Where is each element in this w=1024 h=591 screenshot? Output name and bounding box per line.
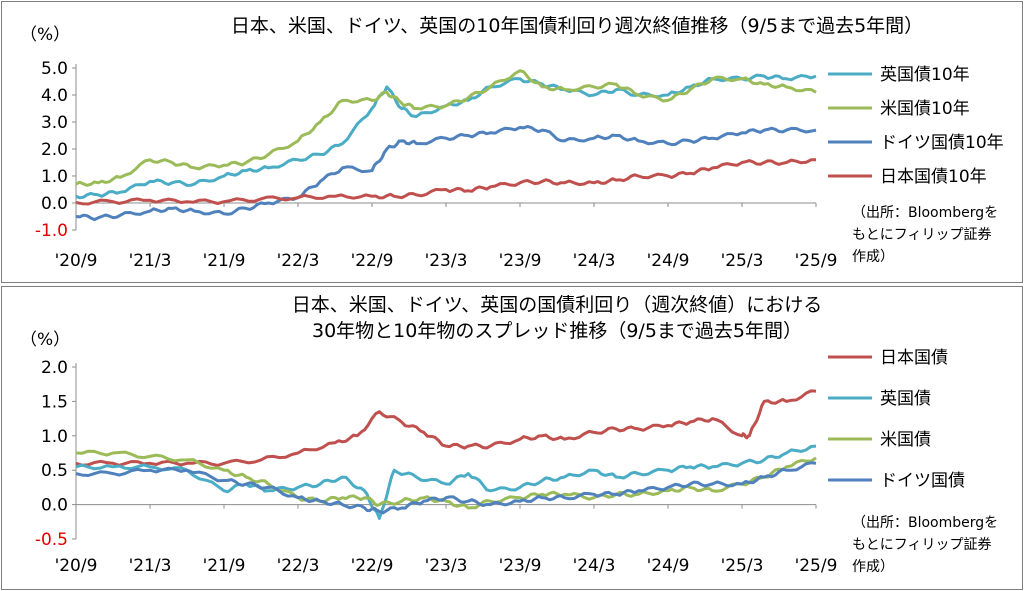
legend-label: 米国債10年 [880,99,970,119]
x-tick-label: '24/9 [647,251,690,271]
source-note-line-1: （出所：Bloombergを [852,515,998,531]
x-tick-label: '25/9 [795,251,838,271]
x-tick-label: '23/3 [425,556,468,576]
chart-10y-yields: 日本、米国、ドイツ、英国の10年国債利回り週次終値推移（9/5まで過去5年間） … [20,15,1004,271]
y-tick-label: 4.0 [41,86,68,106]
source-note-line-3: 作成） [852,559,894,575]
x-tick-label: '23/9 [499,556,542,576]
x-tick-label: '21/9 [203,556,246,576]
x-axis: '20/9 '21/3 '21/9 '22/3 '22/9 '23/3 '23/9 '24/3… [55,203,838,271]
chart-30y-10y-spread: 日本、米国、ドイツ、英国の国債利回り（週次終値）における 30年物と10年物のス… [20,294,998,576]
y-tick-label: 0.0 [41,194,68,214]
source-note-line-1: （出所：Bloombergを [852,205,998,221]
y-tick-label: -0.5 [35,530,68,550]
source-note-line-2: もとにフィリップ証券 [852,537,991,553]
x-tick-label: '22/9 [351,556,394,576]
legend-label: 英国債 [880,389,931,409]
legend-label: 日本国債10年 [880,167,987,187]
y-tick-label: 1.0 [41,167,68,187]
x-tick-label: '21/9 [203,251,246,271]
x-tick-label: '22/3 [277,251,320,271]
series-line [75,389,817,467]
x-tick-label: '24/9 [647,556,690,576]
y-axis: 5.0 4.0 3.0 2.0 1.0 0.0 -1.0 [35,59,76,241]
y-tick-label: 0.5 [41,461,68,481]
x-tick-label: '20/9 [55,251,98,271]
x-tick-label: '23/3 [425,251,468,271]
series-line [75,158,816,206]
chart-panel-10y-yields: 日本、米国、ドイツ、英国の10年国債利回り週次終値推移（9/5まで過去5年間） … [1,1,1023,283]
y-tick-label: 0.0 [41,496,68,516]
source-note-line-2: もとにフィリップ証券 [852,227,991,243]
y-tick-label: 1.0 [41,427,68,447]
source-note-line-3: 作成） [852,249,894,265]
y-tick-label: 2.0 [41,140,68,160]
plot-area [75,363,816,539]
y-axis-unit-label: （%） [20,330,70,350]
x-tick-label: '25/3 [721,556,764,576]
series-line [75,69,817,187]
chart-title-line-1: 日本、米国、ドイツ、英国の国債利回り（週次終値）における [292,294,822,316]
legend-label: 米国債 [880,430,931,450]
x-tick-label: '24/3 [573,556,616,576]
y-axis-unit-label: （%） [20,25,70,45]
legend-label: 日本国債 [880,348,948,368]
x-tick-label: '22/9 [351,251,394,271]
legend-label: ドイツ国債 [880,471,965,491]
series-group [75,389,817,520]
chart-panel-30y-10y-spread: 日本、米国、ドイツ、英国の国債利回り（週次終値）における 30年物と10年物のス… [1,286,1023,590]
series-group [75,69,817,222]
x-axis: '20/9 '21/3 '21/9 '22/3 '22/9 '23/3 '23/9 '24/3… [55,504,838,576]
x-tick-label: '25/3 [721,251,764,271]
series-line [75,73,817,200]
x-tick-label: '23/9 [499,251,542,271]
x-tick-label: '25/9 [795,556,838,576]
chart-title: 日本、米国、ドイツ、英国の10年国債利回り週次終値推移（9/5まで過去5年間） [231,15,923,37]
series-line [75,125,817,222]
y-tick-label: -1.0 [35,221,68,241]
legend-label: 英国債10年 [880,65,970,85]
x-tick-label: '22/3 [277,556,320,576]
y-tick-label: 3.0 [41,113,68,133]
series-line [75,449,817,510]
legend-label: ドイツ国債10年 [880,133,1004,153]
chart-title-line-2: 30年物と10年物のスプレッド推移（9/5まで過去5年間） [312,320,802,342]
x-tick-label: '24/3 [573,251,616,271]
y-tick-label: 5.0 [41,59,68,79]
y-tick-label: 2.0 [41,358,68,378]
x-tick-label: '20/9 [55,556,98,576]
x-tick-label: '21/3 [129,556,172,576]
y-tick-label: 1.5 [41,392,68,412]
x-tick-label: '21/3 [129,251,172,271]
y-axis: 2.0 1.5 1.0 0.5 0.0 -0.5 [35,358,76,550]
series-line [75,461,817,515]
